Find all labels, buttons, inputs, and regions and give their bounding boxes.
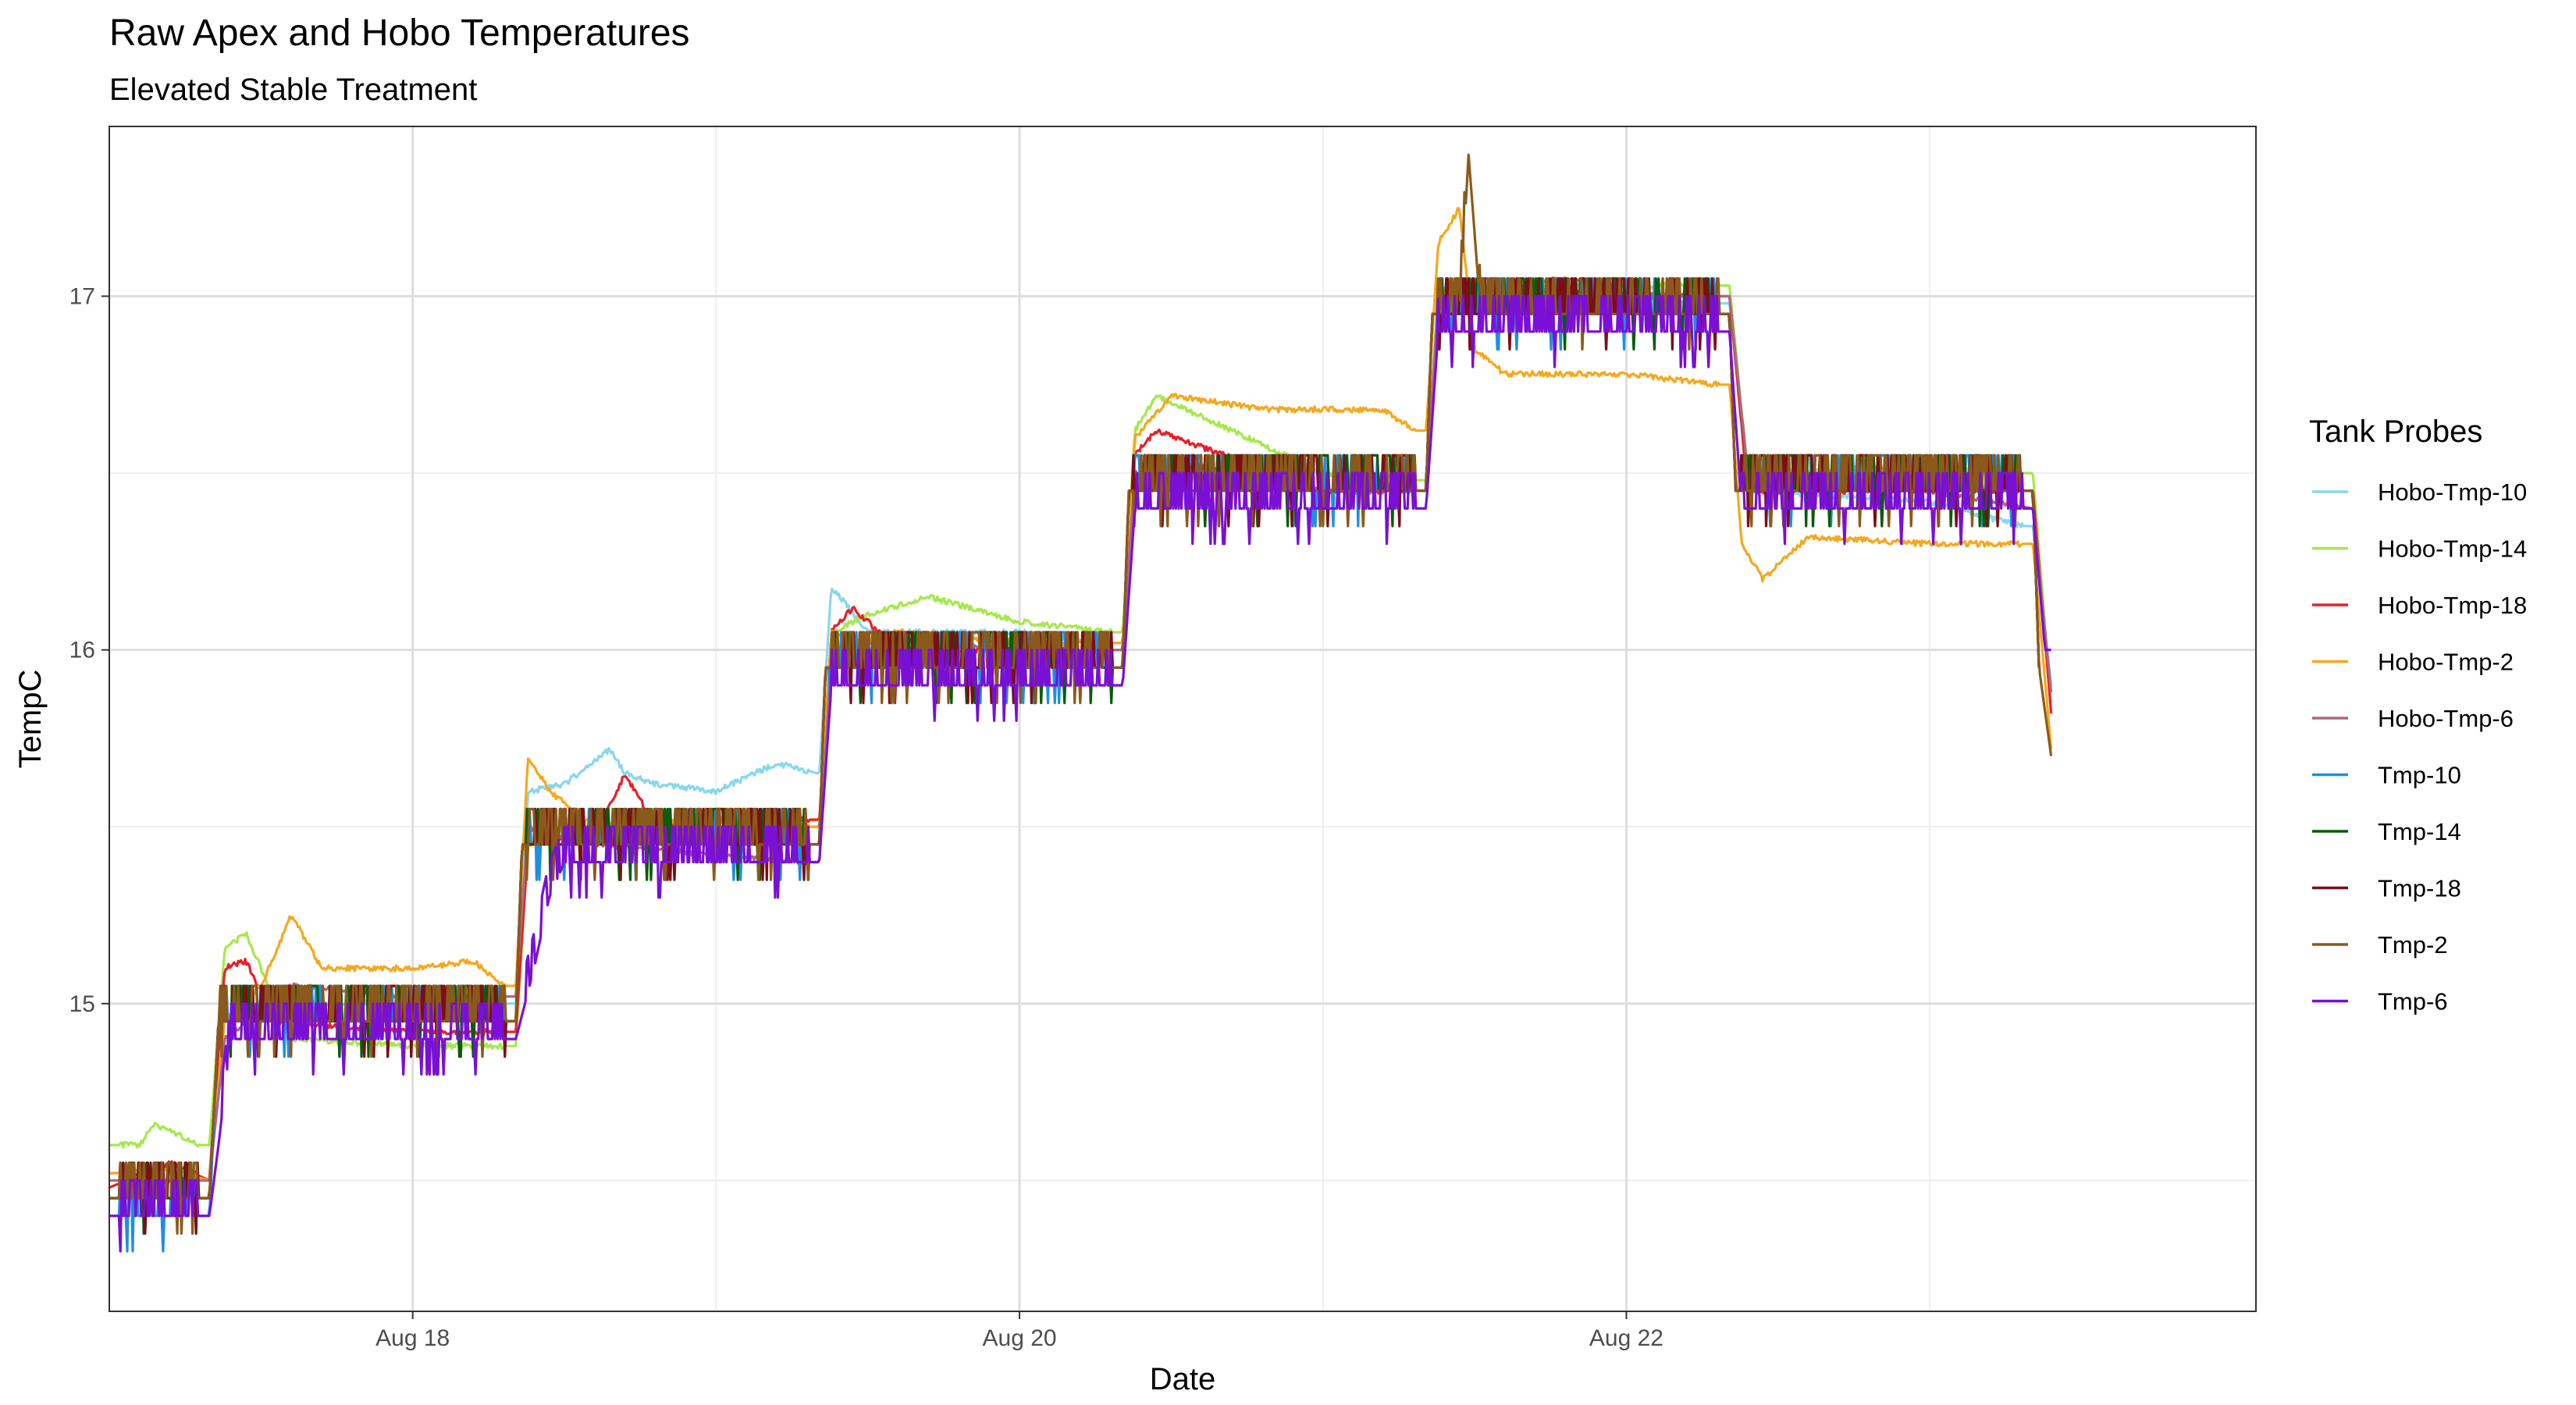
legend-label-tmp-14: Tmp-14 — [2378, 818, 2461, 845]
y-tick-label: 16 — [69, 638, 95, 663]
series-line-tmp-6 — [109, 294, 2051, 1253]
x-tick-label: Aug 22 — [1589, 1325, 1663, 1351]
legend-label-tmp-18: Tmp-18 — [2378, 875, 2461, 902]
legend-title: Tank Probes — [2309, 414, 2482, 449]
x-axis-ticks: Aug 18 Aug 20 Aug 22 — [375, 1311, 1663, 1351]
series-line-hobo-tmp-2 — [109, 207, 2053, 1182]
y-axis-ticks: 15 16 17 — [69, 284, 109, 1017]
x-tick-label: Aug 20 — [983, 1325, 1057, 1351]
legend-label-hobo-tmp-18: Hobo-Tmp-18 — [2378, 592, 2527, 619]
y-axis-title: TempC — [13, 670, 48, 769]
y-tick-label: 17 — [69, 284, 95, 310]
legend-label-tmp-6: Tmp-6 — [2378, 988, 2448, 1016]
legend-label-tmp-10: Tmp-10 — [2378, 762, 2461, 789]
plot-panel-border — [109, 126, 2257, 1312]
legend: Hobo-Tmp-10 Hobo-Tmp-14 Hobo-Tmp-18 Hobo-Tm… — [2312, 478, 2527, 1016]
series-line-tmp-2 — [109, 153, 2053, 1235]
x-axis-title: Date — [1150, 1362, 1216, 1396]
y-tick-label: 15 — [69, 991, 95, 1017]
legend-label-tmp-2: Tmp-2 — [2378, 931, 2448, 959]
chart-subtitle: Elevated Stable Treatment — [109, 73, 477, 107]
series-lines — [109, 153, 2053, 1253]
legend-label-hobo-tmp-14: Hobo-Tmp-14 — [2378, 535, 2527, 563]
chart-title: Raw Apex and Hobo Temperatures — [109, 12, 690, 54]
legend-label-hobo-tmp-2: Hobo-Tmp-2 — [2378, 649, 2514, 676]
x-tick-label: Aug 18 — [375, 1325, 450, 1351]
legend-label-hobo-tmp-10: Hobo-Tmp-10 — [2378, 478, 2527, 506]
legend-label-hobo-tmp-6: Hobo-Tmp-6 — [2378, 705, 2514, 732]
